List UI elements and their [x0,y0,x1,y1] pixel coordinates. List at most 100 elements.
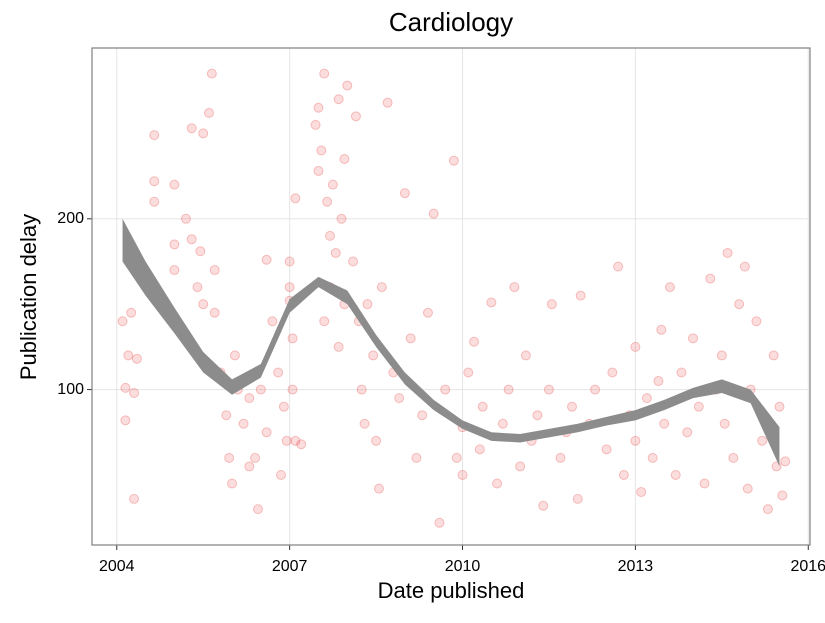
point [330,247,341,258]
point [705,273,716,284]
x-tick-label: 2004 [99,558,135,575]
point [250,452,261,463]
point [284,256,295,267]
point [313,165,324,176]
point [348,256,359,267]
point [221,410,232,421]
point [503,384,514,395]
point [296,439,307,450]
point [310,119,321,130]
point [287,384,298,395]
point [319,68,330,79]
point [362,299,373,310]
point [368,350,379,361]
point [457,469,468,480]
point [327,179,338,190]
point [428,208,439,219]
point [590,384,601,395]
point [244,393,255,404]
point [474,444,485,455]
point [284,282,295,293]
point [333,341,344,352]
point [131,353,142,364]
point [613,261,624,272]
point [538,500,549,511]
point [149,176,160,187]
point [255,384,266,395]
point [618,469,629,480]
point [492,478,503,489]
point [751,316,762,327]
x-axis-label: Date published [378,578,525,603]
point [313,102,324,113]
point [186,234,197,245]
point [227,478,238,489]
point [728,452,739,463]
point [169,239,180,250]
point [572,493,583,504]
point [129,387,140,398]
point [742,483,753,494]
point [543,384,554,395]
point [209,307,220,318]
point [469,336,480,347]
point [169,265,180,276]
point [373,483,384,494]
point [195,246,206,257]
point [777,490,788,501]
point [411,452,422,463]
point [198,128,209,139]
x-tick-label: 2007 [272,558,308,575]
point [120,415,131,426]
point [186,123,197,134]
point [276,469,287,480]
point [664,282,675,293]
point [267,316,278,327]
point [509,282,520,293]
point [774,401,785,412]
point [290,435,301,446]
point [434,517,445,528]
point [486,297,497,308]
point [273,367,284,378]
point [399,188,410,199]
point [716,350,727,361]
point [126,307,137,318]
point [394,393,405,404]
point [670,469,681,480]
point [342,80,353,91]
point [287,333,298,344]
point [699,478,710,489]
point [734,299,745,310]
chart-title: Cardiology [389,7,513,37]
point [322,196,333,207]
point [281,435,292,446]
point [336,213,347,224]
point [601,444,612,455]
plot-frame [91,47,811,546]
point [567,401,578,412]
point [532,410,543,421]
point [771,461,782,472]
point [339,154,350,165]
point [647,452,658,463]
point [209,265,220,276]
point [356,384,367,395]
x-tick-label: 2010 [445,558,481,575]
point [607,367,618,378]
point [630,341,641,352]
point [149,196,160,207]
point [261,427,272,438]
point [722,247,733,258]
point [780,456,791,467]
point [555,452,566,463]
point [688,333,699,344]
point [422,307,433,318]
point [206,68,217,79]
point [719,418,730,429]
point [463,367,474,378]
point [290,193,301,204]
point [244,461,255,472]
point [333,94,344,105]
